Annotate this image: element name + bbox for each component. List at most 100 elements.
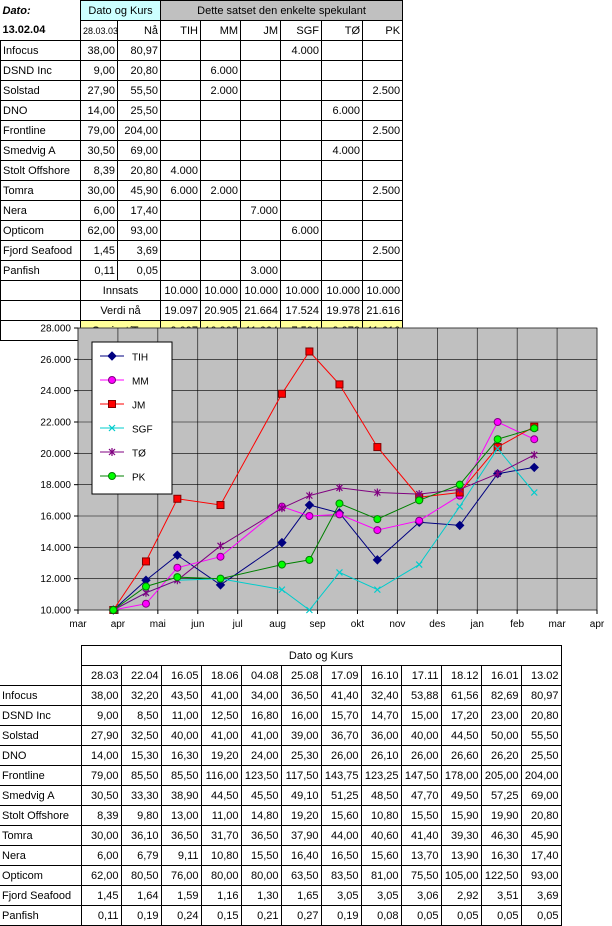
- stake-cell: [200, 120, 242, 141]
- stake-cell: [200, 240, 242, 261]
- date-header: 04.08: [240, 665, 282, 686]
- price-cell: 38,00: [80, 685, 122, 706]
- data-point: [415, 516, 424, 525]
- stake-cell: [160, 60, 202, 81]
- x-tick-label: apr: [111, 619, 126, 630]
- price-cell: 9,11: [160, 845, 202, 866]
- legend-box: [91, 341, 173, 495]
- data-point: [456, 503, 464, 511]
- price-cell: 40,60: [360, 825, 402, 846]
- stake-cell: [240, 180, 282, 201]
- price-row: Smedvig A 30,50 33,30 38,90 44,50 45,50 49,10 5…: [0, 785, 562, 806]
- stake-cell: [362, 140, 404, 161]
- stake-cell: 3.000: [240, 260, 282, 281]
- stock-name: Stolt Offshore: [0, 805, 81, 826]
- price-cell: 15,60: [320, 805, 362, 826]
- stock-name: Smedvig A: [0, 140, 81, 161]
- stock-name: Frontline: [0, 765, 81, 786]
- price-cell: 0,05: [400, 905, 442, 926]
- header-row: Dato og Kurs: [0, 645, 562, 666]
- stake-cell: [240, 80, 282, 101]
- stake-cell: [160, 80, 202, 101]
- price-cell: 13,00: [160, 805, 202, 826]
- price-cell: 204,00: [520, 765, 562, 786]
- price-cell: 143,75: [320, 765, 362, 786]
- speculator-name-MM: MM: [200, 20, 242, 41]
- price-cell: 6,00: [80, 845, 122, 866]
- price-row: Infocus 38,00 32,20 43,50 41,00 34,00 36,50 41,…: [0, 685, 562, 706]
- price-cell: 14,70: [360, 705, 402, 726]
- price-cell: 16,80: [240, 705, 282, 726]
- x-tick-label: apr: [590, 619, 605, 630]
- stake-cell: 4.000: [280, 40, 323, 61]
- price-cell: 8,39: [80, 805, 122, 826]
- price-row: DSND Inc 9,00 8,50 11,00 12,50 16,80 16,00 15,7…: [0, 705, 562, 726]
- now-header: Nå: [116, 20, 162, 41]
- x-tick-label: okt: [351, 619, 365, 630]
- stake-cell: 2.500: [362, 240, 404, 261]
- stake-cell: [362, 40, 404, 61]
- stock-name: DSND Inc: [0, 705, 81, 726]
- date-header: 22.04: [120, 665, 162, 686]
- price-cell: 45,90: [520, 825, 562, 846]
- y-tick-label: 14.000: [40, 543, 71, 554]
- price-cell: 26,60: [440, 745, 482, 766]
- start-price: 9,00: [80, 60, 118, 81]
- stake-cell: [240, 160, 282, 181]
- stake-cell: [160, 120, 202, 141]
- price-cell: 36,00: [360, 725, 402, 746]
- x-tick-label: des: [429, 619, 445, 630]
- stake-cell: 2.500: [362, 180, 404, 201]
- price-cell: 14,80: [240, 805, 282, 826]
- price-cell: 3,06: [400, 885, 442, 906]
- data-point: [335, 380, 344, 389]
- price-cell: 13,90: [440, 845, 482, 866]
- innsats-value: 10.000: [321, 280, 364, 301]
- stake-cell: 7.000: [240, 200, 282, 221]
- stock-row: Solstad 27,90 55,50 2.000 2.500: [0, 80, 404, 101]
- start-price: 30,50: [80, 140, 118, 161]
- price-cell: 2,92: [440, 885, 482, 906]
- data-point: [529, 462, 539, 473]
- price-cell: 61,56: [440, 685, 482, 706]
- price-cell: 24,00: [240, 745, 282, 766]
- current-price: 3,69: [116, 240, 162, 261]
- legend-label-PK: PK: [132, 473, 146, 484]
- legend-label-JM: JM: [132, 401, 145, 412]
- date-row: 28.03 22.04 16.05 18.06 04.08 25.08 17.09 16.10…: [0, 665, 562, 686]
- price-cell: 15,50: [400, 805, 442, 826]
- price-cell: 85,50: [160, 765, 202, 786]
- investment-summary-body: Dato: Dato og Kurs Dette satset den enkelt…: [0, 0, 404, 341]
- price-cell: 63,50: [280, 865, 322, 886]
- price-cell: 80,97: [520, 685, 562, 706]
- price-cell: 80,00: [240, 865, 282, 886]
- stake-cell: [362, 160, 404, 181]
- legend-label-TIH: TIH: [132, 353, 148, 364]
- stock-row: Tomra 30,00 45,90 6.000 2.000 2.500: [0, 180, 404, 201]
- price-cell: 20,80: [520, 705, 562, 726]
- data-point: [455, 480, 464, 489]
- verdi-value: 21.664: [240, 300, 282, 321]
- start-price: 79,00: [80, 120, 118, 141]
- price-cell: 31,70: [200, 825, 242, 846]
- x-tick-label: feb: [510, 619, 524, 630]
- current-price: 20,80: [116, 60, 162, 81]
- stake-cell: [321, 260, 364, 281]
- innsats-value: 10.000: [200, 280, 242, 301]
- stake-cell: [160, 100, 202, 121]
- price-row: Nera 6,00 6,79 9,11 10,80 15,50 16,40 16,50 15,6…: [0, 845, 562, 866]
- stake-cell: 2.500: [362, 120, 404, 141]
- x-tick-label: mar: [548, 619, 566, 630]
- price-cell: 16,30: [160, 745, 202, 766]
- price-history-table: Dato og Kurs 28.03 22.04 16.05 18.06 04.08 25.…: [0, 645, 562, 926]
- date-header: 28.03: [80, 665, 122, 686]
- price-cell: 50,00: [480, 725, 522, 746]
- price-cell: 30,00: [80, 825, 122, 846]
- data-point: [415, 496, 424, 505]
- data-point: [216, 552, 225, 561]
- price-cell: 41,00: [240, 725, 282, 746]
- price-cell: 11,00: [160, 705, 202, 726]
- start-price: 8,39: [80, 160, 118, 181]
- spacer: [0, 280, 81, 301]
- price-cell: 44,50: [440, 725, 482, 746]
